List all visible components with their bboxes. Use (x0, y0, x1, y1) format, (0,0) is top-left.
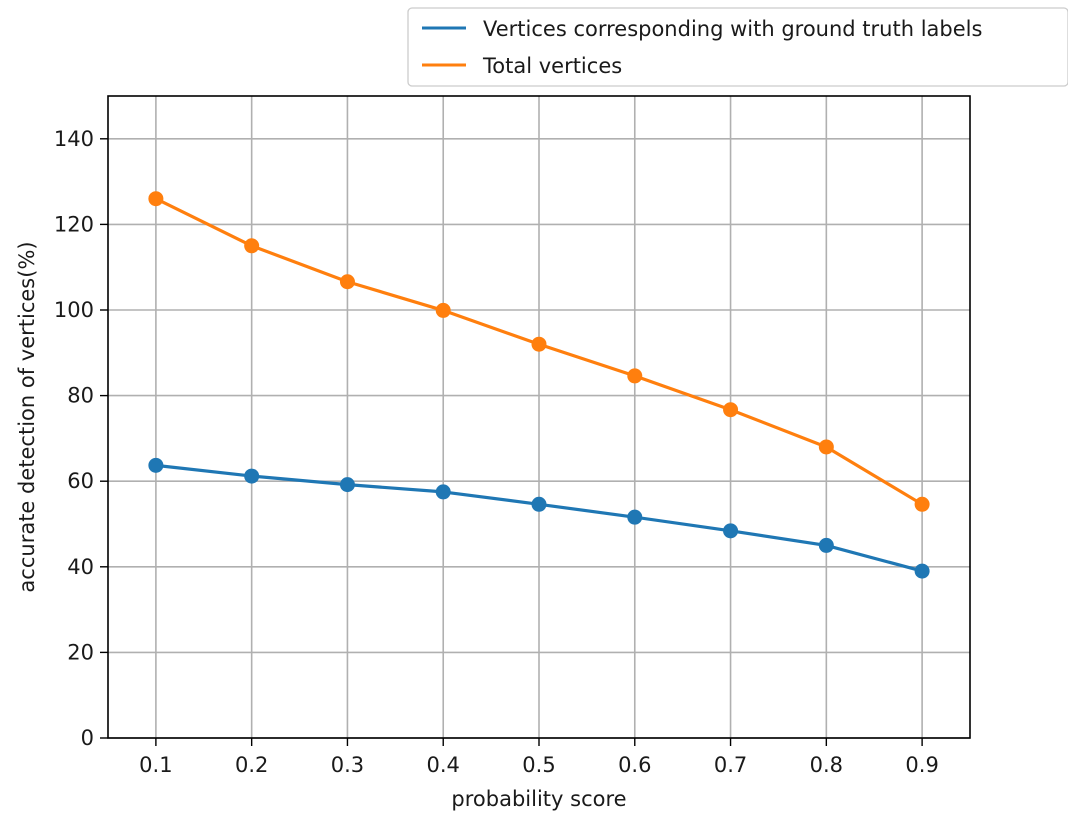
data-point (819, 439, 834, 454)
data-point (723, 523, 738, 538)
y-tick-label: 100 (54, 298, 94, 322)
data-point (532, 337, 547, 352)
x-tick-label: 0.3 (331, 753, 364, 777)
x-axis-title: probability score (451, 787, 626, 811)
data-point (819, 538, 834, 553)
x-tick-label: 0.7 (714, 753, 747, 777)
y-axis-title: accurate detection of vertices(%) (15, 241, 39, 592)
y-tick-label: 140 (54, 127, 94, 151)
y-tick-label: 80 (67, 384, 94, 408)
x-tick-label: 0.5 (522, 753, 555, 777)
x-tick-label: 0.1 (139, 753, 172, 777)
data-point (627, 368, 642, 383)
grid-lines (108, 96, 970, 738)
x-tick-label: 0.6 (618, 753, 651, 777)
x-tick-label: 0.4 (427, 753, 460, 777)
y-tick-label: 0 (81, 726, 94, 750)
y-tick-label: 120 (54, 212, 94, 236)
data-point (627, 510, 642, 525)
data-point (148, 191, 163, 206)
legend-label-series-2: Total vertices (482, 54, 622, 78)
axis-ticks (100, 139, 922, 746)
data-point (915, 564, 930, 579)
data-point (244, 469, 259, 484)
data-point (340, 274, 355, 289)
x-tick-label: 0.9 (905, 753, 938, 777)
data-point (244, 238, 259, 253)
data-point (436, 303, 451, 318)
data-point (532, 497, 547, 512)
y-tick-label: 60 (67, 469, 94, 493)
data-point (148, 458, 163, 473)
legend: Vertices corresponding with ground truth… (408, 8, 1068, 86)
data-point (340, 477, 355, 492)
data-point (436, 484, 451, 499)
y-tick-label: 40 (67, 555, 94, 579)
x-tick-label: 0.8 (810, 753, 843, 777)
y-tick-label: 20 (67, 640, 94, 664)
data-point (723, 402, 738, 417)
legend-label-series-1: Vertices corresponding with ground truth… (483, 17, 982, 41)
x-tick-label: 0.2 (235, 753, 268, 777)
data-point (915, 497, 930, 512)
